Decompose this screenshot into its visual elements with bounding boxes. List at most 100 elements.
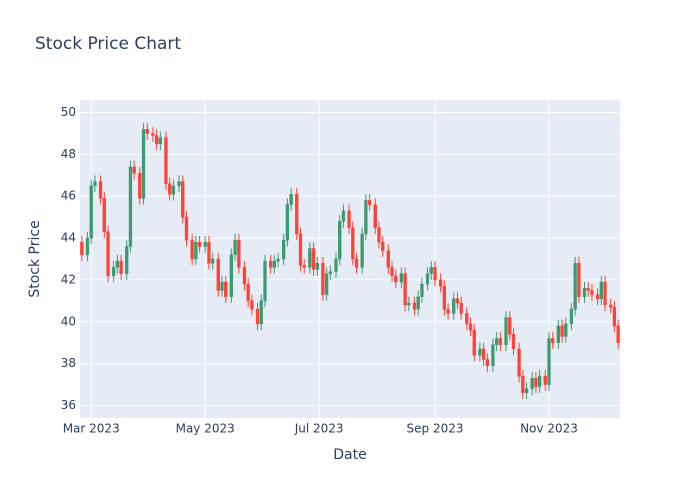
candle-body	[551, 338, 555, 343]
x-axis-title: Date	[333, 447, 366, 463]
candle-body	[595, 294, 600, 300]
candle-body	[534, 378, 538, 387]
plot-area	[80, 100, 620, 418]
candle-body	[446, 308, 450, 314]
candle-body	[524, 388, 529, 394]
candle-body	[521, 375, 525, 394]
candle-body	[250, 300, 254, 310]
candle-body	[407, 302, 411, 306]
candle-body	[328, 271, 333, 274]
candle-body	[85, 237, 90, 256]
candle-body	[115, 260, 120, 268]
candle-body	[468, 323, 473, 331]
candle-body	[590, 290, 594, 295]
candle-body	[151, 133, 155, 136]
candle-body	[367, 200, 372, 205]
candle-body	[603, 281, 607, 306]
y-tick-label: 38	[61, 356, 76, 370]
x-tick-label: Jul 2023	[294, 422, 344, 436]
candle-body	[472, 329, 476, 356]
candle-body	[612, 306, 617, 327]
candle-body	[242, 267, 247, 285]
candle-body	[609, 304, 613, 308]
candle-body	[308, 248, 312, 268]
candle-body	[498, 338, 503, 346]
candle-body	[197, 242, 202, 247]
candle-body	[334, 258, 338, 272]
candle-body	[268, 260, 273, 268]
x-tick-label: May 2023	[176, 422, 235, 436]
candle-body	[420, 283, 424, 297]
candle-body	[338, 221, 342, 260]
candle-body	[164, 137, 168, 184]
candle-body	[289, 193, 293, 205]
candle-body	[412, 302, 417, 310]
candle-body	[351, 227, 355, 260]
candle-body	[102, 198, 106, 233]
candle-body	[168, 183, 172, 195]
candle-body	[442, 285, 447, 310]
candle-body	[224, 281, 228, 297]
candle-body	[184, 216, 189, 241]
candle-body	[132, 166, 136, 174]
candle-body	[80, 242, 84, 256]
candle-body	[569, 308, 574, 325]
candle-body	[285, 204, 290, 241]
candle-body	[93, 181, 97, 187]
candle-body	[455, 298, 460, 304]
candle-body	[403, 273, 407, 306]
candle-body	[324, 273, 329, 295]
candle-body	[390, 267, 394, 276]
candle-body	[560, 325, 564, 337]
candle-body	[321, 262, 325, 295]
candle-body	[311, 248, 316, 270]
candle-body	[259, 300, 263, 325]
candle-body	[341, 210, 346, 222]
candle-body	[377, 227, 381, 243]
candle-body	[586, 288, 590, 291]
candle-body	[556, 325, 560, 343]
candle-body	[119, 260, 123, 274]
candle-body	[302, 265, 306, 268]
candle-body	[478, 348, 482, 356]
candle-body	[158, 137, 162, 145]
candle-body	[459, 302, 463, 314]
candle-body	[220, 281, 224, 291]
candle-body	[399, 273, 404, 283]
y-tick-label: 50	[61, 105, 76, 119]
y-tick-label: 36	[61, 398, 76, 412]
candle-body	[416, 296, 420, 310]
candle-body	[141, 129, 146, 199]
candle-body	[373, 204, 377, 228]
candle-body	[263, 260, 267, 302]
x-tick-label: Sep 2023	[407, 422, 464, 436]
x-tick-label: Mar 2023	[63, 422, 120, 436]
candle-body	[246, 283, 250, 302]
y-tick-label: 40	[61, 314, 76, 328]
candle-body	[381, 242, 385, 251]
candle-body	[177, 181, 181, 187]
candle-body	[207, 242, 211, 264]
candle-body	[211, 258, 215, 264]
candle-body	[229, 254, 233, 297]
candle-body	[154, 135, 159, 145]
candle-body	[433, 267, 437, 281]
candle-body	[599, 281, 603, 299]
candle-body	[360, 233, 364, 268]
candle-body	[216, 258, 220, 291]
candle-body	[276, 258, 280, 262]
candle-body	[347, 210, 351, 228]
candle-body	[190, 239, 194, 260]
candle-body	[564, 323, 568, 337]
candle-body	[255, 308, 260, 325]
candle-body	[438, 279, 443, 287]
candle-body	[111, 267, 116, 276]
candle-body	[98, 181, 103, 199]
candle-body	[511, 334, 516, 350]
chart-title: Stock Price Chart	[35, 34, 181, 54]
candle-body	[429, 267, 433, 274]
candle-body	[194, 242, 198, 260]
candle-body	[481, 348, 486, 360]
candle-body	[171, 185, 176, 195]
